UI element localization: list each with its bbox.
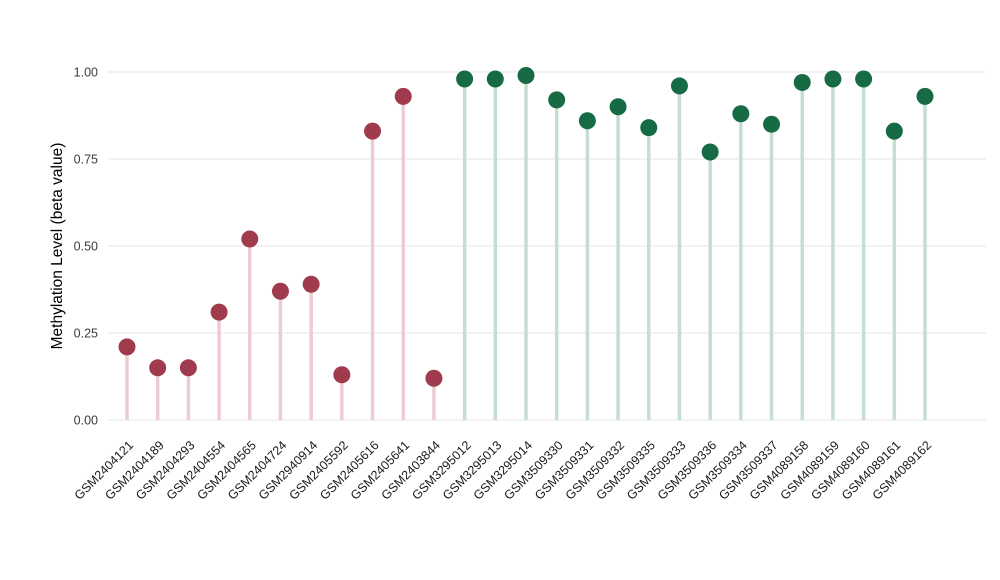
dot bbox=[916, 87, 934, 105]
lollipop-dots bbox=[118, 66, 934, 387]
dot bbox=[425, 369, 443, 387]
dot bbox=[793, 73, 811, 91]
dot bbox=[763, 115, 781, 133]
dot bbox=[548, 91, 566, 109]
y-tick-label: 1.00 bbox=[74, 66, 98, 80]
dot bbox=[118, 338, 136, 356]
dot bbox=[241, 230, 259, 248]
dot bbox=[609, 98, 627, 116]
dot bbox=[670, 77, 688, 95]
dot bbox=[302, 275, 320, 293]
dot bbox=[456, 70, 474, 88]
x-axis-tick-labels: GSM2404121GSM2404189GSM2404293GSM2404554… bbox=[72, 438, 934, 502]
dot bbox=[364, 122, 382, 140]
dot bbox=[701, 143, 719, 161]
dot bbox=[824, 70, 842, 88]
dot bbox=[179, 359, 197, 377]
dot bbox=[486, 70, 504, 88]
dot bbox=[333, 366, 351, 384]
dot bbox=[732, 105, 750, 123]
dot bbox=[885, 122, 903, 140]
dot bbox=[271, 282, 289, 300]
y-axis-label: Methylation Level (beta value) bbox=[49, 143, 66, 350]
dot bbox=[394, 87, 412, 105]
gridlines bbox=[108, 71, 986, 421]
dot bbox=[578, 112, 596, 130]
dot bbox=[149, 359, 167, 377]
y-tick-label: 0.25 bbox=[74, 327, 98, 341]
dot bbox=[517, 66, 535, 84]
y-tick-label: 0.50 bbox=[74, 240, 98, 254]
dot bbox=[640, 119, 658, 137]
y-tick-label: 0.00 bbox=[74, 414, 98, 428]
lollipop-stems bbox=[125, 75, 927, 420]
dot bbox=[855, 70, 873, 88]
dot bbox=[210, 303, 228, 321]
y-axis-tick-labels: 0.00 0.25 0.50 0.75 1.00 bbox=[74, 66, 98, 428]
y-tick-label: 0.75 bbox=[74, 153, 98, 167]
